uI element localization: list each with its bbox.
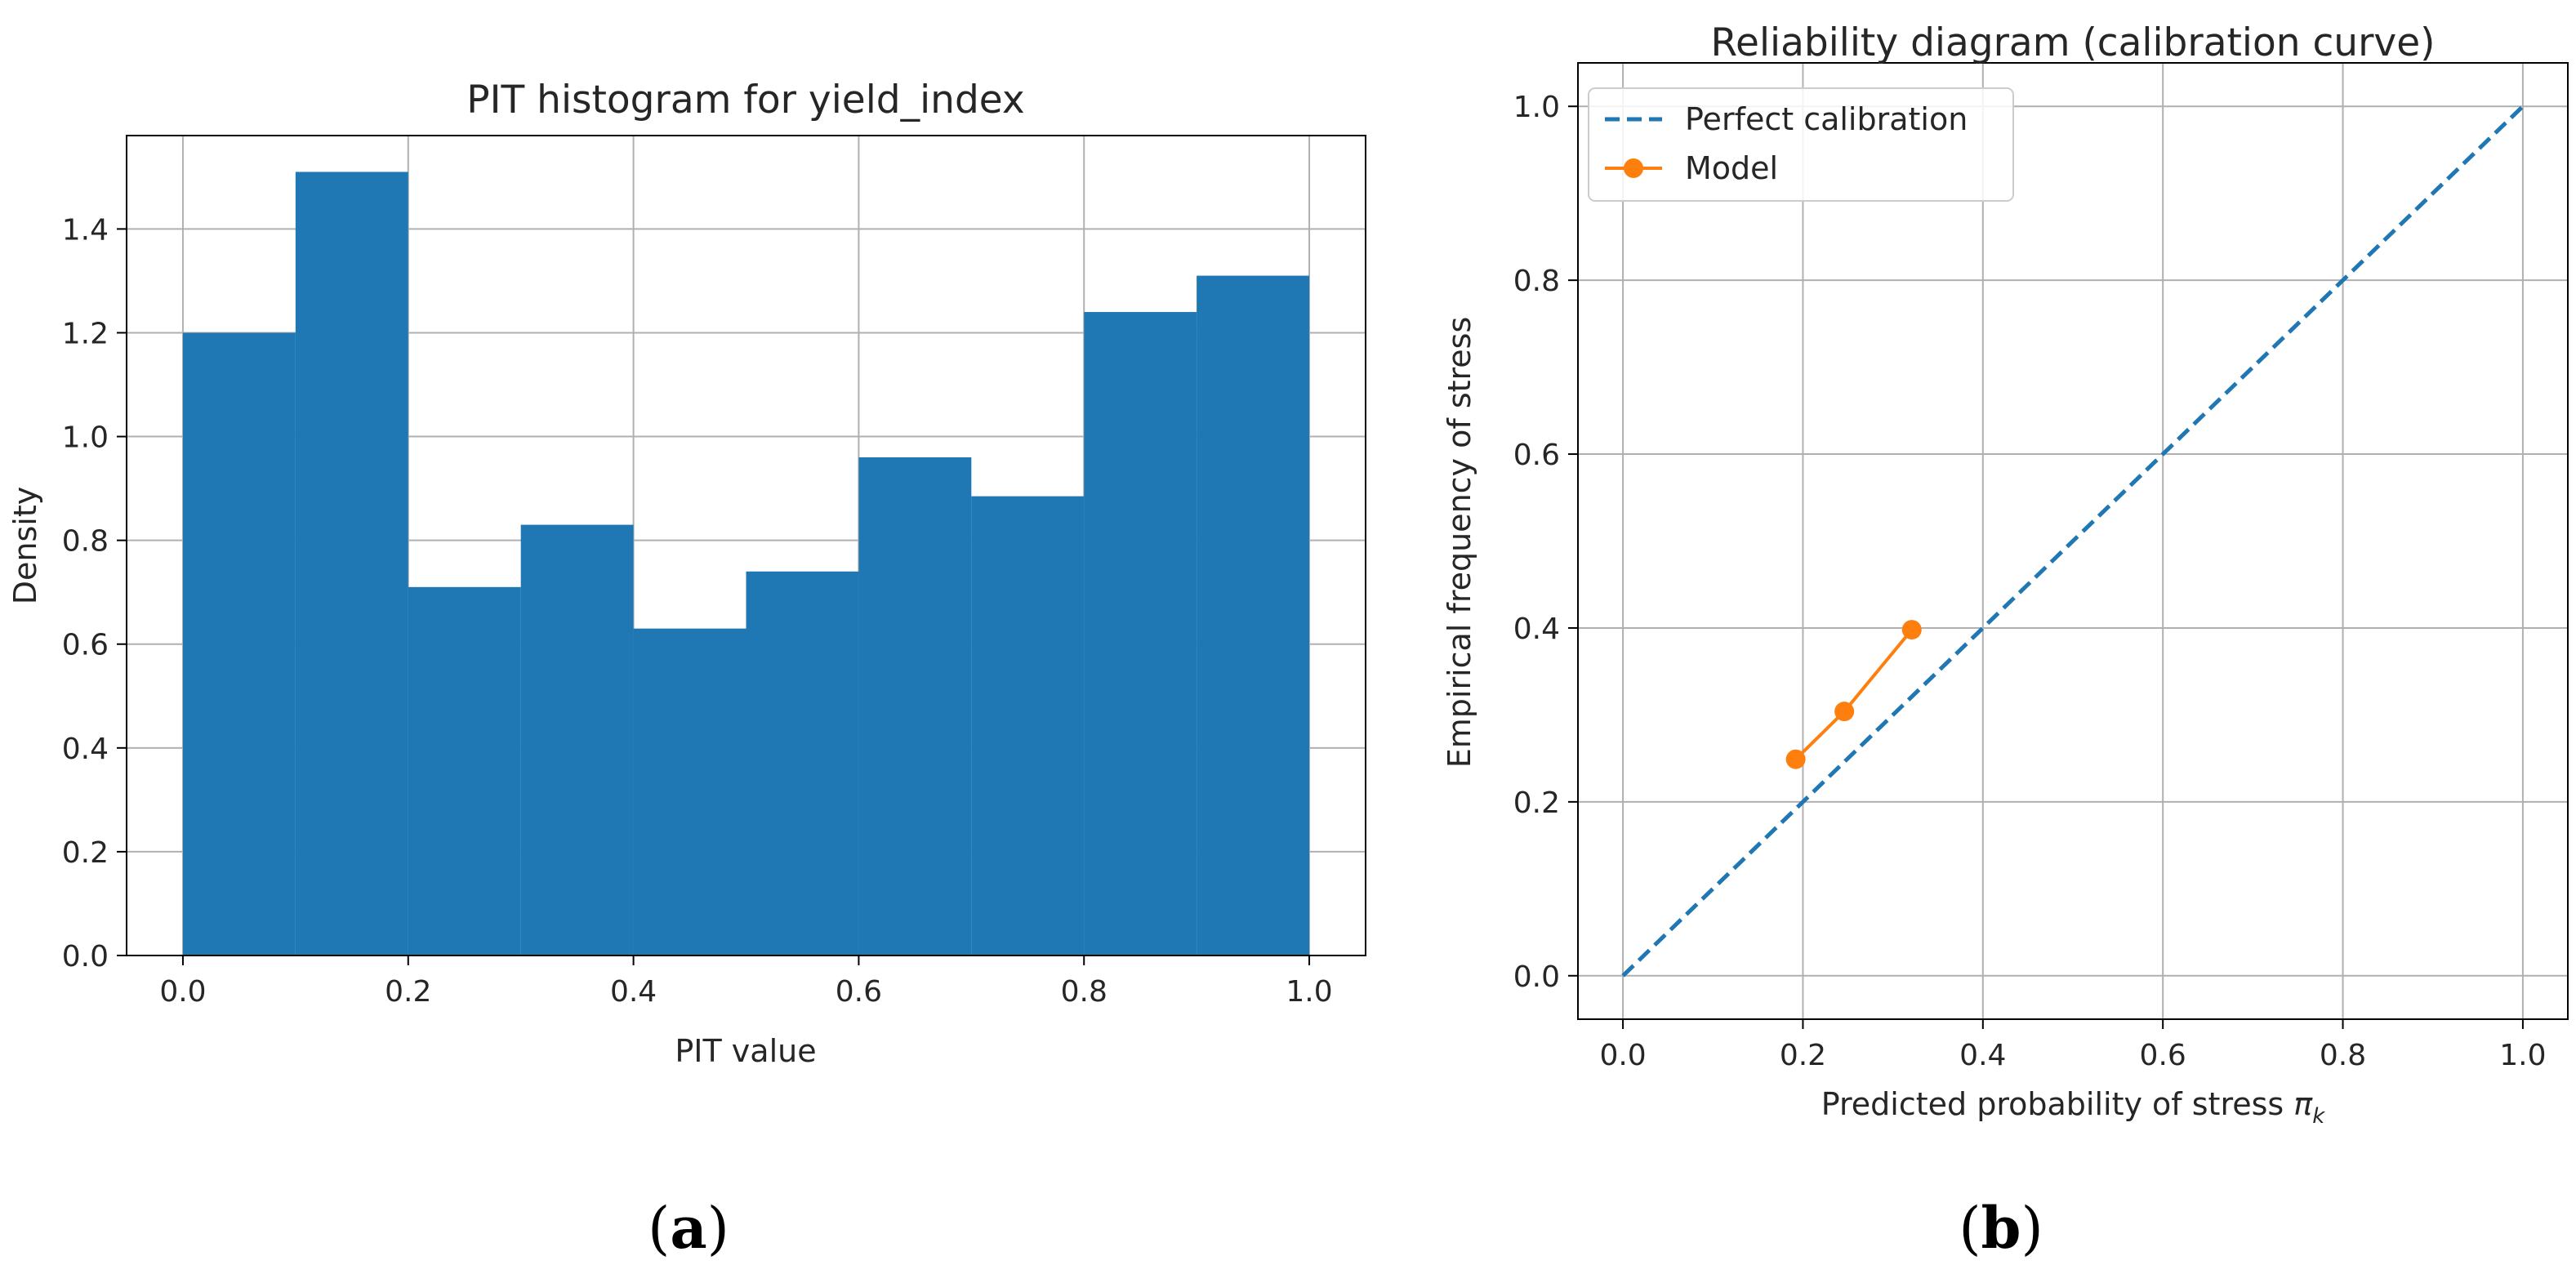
reliability-gridlines	[1578, 63, 2568, 1019]
hist-bar	[295, 172, 408, 956]
panel-label-a: (a)	[648, 1194, 729, 1262]
hist-y-tick-label: 1.0	[62, 421, 109, 455]
reliability-y-ticks: 0.0 0.2 0.4 0.6 0.8 1.0	[1513, 91, 1578, 994]
legend-model-label: Model	[1685, 150, 1778, 186]
reliability-title: Reliability diagram (calibration curve)	[1711, 20, 2436, 65]
hist-y-tick-label: 1.4	[62, 213, 109, 247]
hist-x-ticks: 0.0 0.2 0.4 0.6 0.8 1.0	[159, 956, 1333, 1009]
reliability-y-tick-label: 0.4	[1513, 612, 1560, 646]
hist-x-tick-label: 0.2	[385, 975, 431, 1009]
reliability-axes-frame	[1577, 62, 2569, 1020]
panel-label-b: (b)	[1959, 1194, 2043, 1262]
panel-label-b-letter: b	[1981, 1194, 2021, 1262]
reliability-x-tick-label: 0.0	[1599, 1039, 1646, 1072]
hist-y-tick-label: 1.2	[62, 317, 109, 350]
hist-bar	[858, 457, 972, 956]
hist-y-tick-label: 0.6	[62, 629, 109, 662]
reliability-x-ticks: 0.0 0.2 0.4 0.6 0.8 1.0	[1599, 1019, 2547, 1072]
reliability-x-tick-label: 0.4	[1959, 1039, 2006, 1072]
panel-label-a-open: (	[648, 1195, 670, 1262]
legend: Perfect calibration Model	[1588, 87, 2014, 202]
reliability-y-tick-label: 0.0	[1513, 960, 1560, 994]
hist-x-tick-label: 0.6	[836, 975, 882, 1009]
hist-y-ticks: 0.0 0.2 0.4 0.6 0.8 1.0 1.2 1.4	[62, 213, 127, 973]
legend-model-marker	[1624, 158, 1643, 178]
hist-title: PIT histogram for yield_index	[466, 78, 1024, 122]
hist-y-tick-label: 0.4	[62, 733, 109, 766]
hist-bar	[971, 496, 1085, 956]
hist-y-tick-label: 0.2	[62, 836, 109, 870]
legend-perfect-calibration-label: Perfect calibration	[1685, 101, 1968, 137]
hist-bar	[520, 524, 634, 956]
reliability-x-axis-label-text: Predicted probability of stress	[1821, 1086, 2294, 1122]
reliability-x-tick-label: 0.8	[2320, 1039, 2366, 1072]
reliability-y-tick-label: 0.2	[1513, 786, 1560, 820]
perfect-calibration-line	[1621, 105, 2525, 978]
reliability-x-tick-label: 0.2	[1780, 1039, 1826, 1072]
reliability-y-tick-label: 0.6	[1513, 439, 1560, 472]
reliability-x-axis-label: Predicted probability of stress πk	[1821, 1086, 2325, 1129]
hist-bar	[1084, 312, 1197, 956]
reliability-y-tick-label: 1.0	[1513, 91, 1560, 124]
hist-bar	[1197, 275, 1310, 956]
panel-label-b-open: (	[1959, 1195, 1981, 1262]
hist-y-tick-label: 0.0	[62, 940, 109, 973]
hist-axes-frame	[126, 135, 1366, 956]
reliability-x-axis-label-symbol: π	[2293, 1086, 2313, 1122]
legend-frame	[1588, 87, 2014, 202]
hist-y-axis-label: Density	[7, 487, 43, 604]
model-point	[1901, 620, 1922, 640]
model-point	[1834, 702, 1855, 722]
hist-y-tick-label: 0.8	[62, 525, 109, 559]
panel-label-a-close: )	[707, 1195, 729, 1262]
model-point	[1785, 749, 1806, 769]
hist-x-tick-label: 1.0	[1286, 975, 1332, 1009]
hist-x-tick-label: 0.4	[610, 975, 657, 1009]
reliability-x-tick-label: 0.6	[2140, 1039, 2186, 1072]
hist-x-tick-label: 0.8	[1061, 975, 1108, 1009]
hist-bars	[182, 172, 1310, 956]
hist-bar	[182, 332, 296, 956]
reliability-diagram-panel: 0.0 0.2 0.4 0.6 0.8 1.0 0.0 0.2 0.4 0.6 0.8 1.0 Re…	[1442, 20, 2569, 1262]
reliability-x-tick-label: 1.0	[2499, 1039, 2546, 1072]
reliability-y-tick-label: 0.8	[1513, 265, 1560, 298]
hist-x-axis-label: PIT value	[675, 1033, 816, 1069]
reliability-y-axis-label: Empirical frequency of stress	[1442, 317, 1477, 768]
hist-bar	[746, 571, 859, 956]
hist-bar	[633, 628, 747, 956]
hist-x-tick-label: 0.0	[159, 975, 206, 1009]
model-markers	[1785, 620, 1922, 769]
panel-label-a-letter: a	[670, 1194, 706, 1262]
reliability-x-axis-label-subscript: k	[2312, 1104, 2325, 1129]
hist-bar	[408, 586, 521, 956]
pit-histogram-panel: 0.0 0.2 0.4 0.6 0.8 1.0 0.0 0.2 0.4 0.6 0.8 1.0 1.2…	[7, 78, 1366, 1262]
panel-label-b-close: )	[2021, 1195, 2043, 1262]
model-line	[1794, 628, 1914, 761]
